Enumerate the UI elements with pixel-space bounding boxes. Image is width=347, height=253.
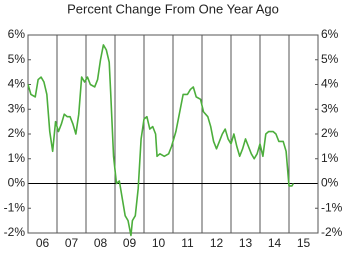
y-tick-label: 1% [8,151,26,165]
y-tick-label: -2% [4,225,26,239]
plot-frame [27,34,319,234]
y-tick-label: 4% [8,77,26,91]
y2-tick-label: 4% [321,77,339,91]
x-tick-label: 14 [268,236,282,250]
data-line [27,44,295,237]
x-tick-label: 12 [210,236,224,250]
x-tick-label: 06 [36,236,50,250]
y2-tick-label: 3% [321,101,339,115]
y2-tick-label: 1% [321,151,339,165]
y-tick-label: 6% [8,27,26,41]
y-tick-label: -1% [4,200,26,214]
y2-tick-label: 6% [321,27,339,41]
x-tick-label: 13 [239,236,253,250]
x-tick-label: 10 [152,236,166,250]
x-tick-label: 15 [297,236,311,250]
chart-title: Percent Change From One Year Ago [67,1,279,16]
y-tick-label: 5% [8,52,26,66]
y2-tick-label: 2% [321,126,339,140]
x-tick-label: 07 [65,236,79,250]
x-tick-label: 08 [94,236,108,250]
y2-tick-label: 0% [321,176,339,190]
y2-tick-label: -1% [321,200,343,214]
y2-tick-label: 5% [321,52,339,66]
y-tick-label: 2% [8,126,26,140]
y2-tick-label: -2% [321,225,343,239]
y-tick-label: 3% [8,101,26,115]
y-tick-label: 0% [8,176,26,190]
x-tick-label: 09 [123,236,137,250]
x-tick-label: 11 [181,236,194,250]
